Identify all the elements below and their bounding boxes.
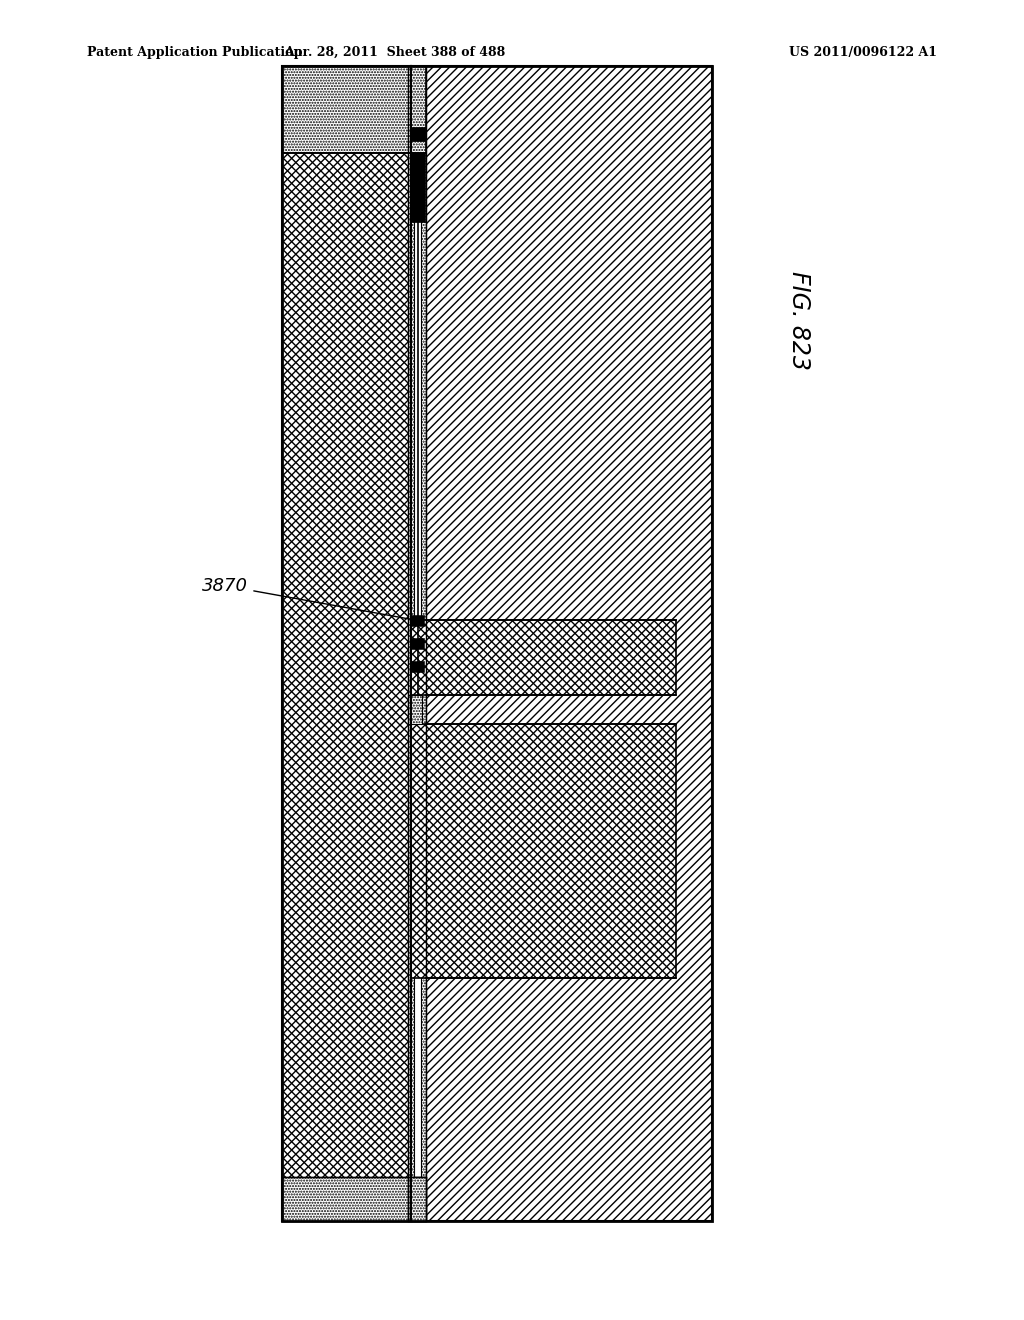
Text: 3870: 3870 bbox=[203, 577, 415, 620]
Bar bbox=[411, 620, 676, 696]
Bar bbox=[282, 66, 712, 1221]
Bar bbox=[411, 66, 712, 1221]
Bar bbox=[282, 66, 411, 1221]
Bar bbox=[411, 153, 425, 222]
Bar bbox=[282, 1177, 426, 1221]
Bar bbox=[409, 696, 422, 725]
Bar bbox=[282, 66, 411, 1221]
Bar bbox=[282, 66, 426, 153]
Bar bbox=[411, 661, 424, 672]
Bar bbox=[409, 1177, 426, 1221]
Bar bbox=[411, 725, 676, 978]
Bar bbox=[411, 620, 676, 696]
Text: US 2011/0096122 A1: US 2011/0096122 A1 bbox=[788, 46, 937, 59]
Bar bbox=[411, 638, 424, 649]
Bar bbox=[410, 127, 425, 141]
Bar bbox=[409, 66, 426, 1221]
Text: FIG. 823: FIG. 823 bbox=[786, 271, 811, 370]
Text: Patent Application Publication: Patent Application Publication bbox=[87, 46, 302, 59]
Bar bbox=[411, 725, 676, 978]
Text: Apr. 28, 2011  Sheet 388 of 488: Apr. 28, 2011 Sheet 388 of 488 bbox=[284, 46, 505, 59]
Bar bbox=[411, 615, 424, 626]
Bar bbox=[414, 66, 421, 1221]
